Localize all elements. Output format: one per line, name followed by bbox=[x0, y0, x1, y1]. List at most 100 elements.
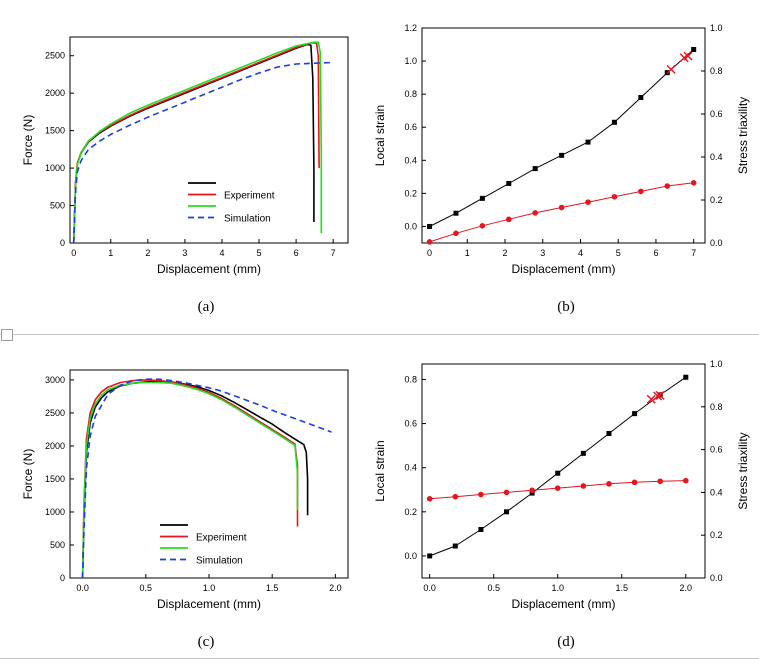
plot-area-a: 0 1 2 3 4 5 6 7 0 500 1000 1500 2000 2500 Displacement… bbox=[21, 36, 349, 276]
series-line-1 bbox=[72, 42, 320, 244]
plot-frame bbox=[421, 363, 706, 579]
x-tick-label: 1 bbox=[108, 248, 113, 258]
fracture-cross-marker bbox=[666, 64, 676, 74]
x-tick-label: 0 bbox=[427, 248, 432, 258]
y-tick-label: 1.0 bbox=[404, 56, 417, 66]
legend-label: Experiment bbox=[196, 533, 247, 544]
series-line-1 bbox=[81, 379, 299, 579]
fracture-cross-marker bbox=[646, 394, 656, 404]
plot-frame bbox=[69, 369, 349, 579]
x-tick-label: 7 bbox=[691, 248, 696, 258]
x-tick-label: 6 bbox=[294, 248, 299, 258]
y-tick-label: 2000 bbox=[45, 441, 65, 451]
series-line-2 bbox=[81, 381, 299, 579]
y-right-tick-label: 0.8 bbox=[710, 402, 723, 412]
series-point-circle bbox=[554, 485, 561, 491]
y-tick-label: 1000 bbox=[45, 507, 65, 517]
series-point-square bbox=[504, 509, 510, 515]
y-right-tick-label: 0.2 bbox=[710, 530, 723, 540]
y-tick-label: 0 bbox=[60, 238, 65, 248]
y-tick-label: 1.2 bbox=[404, 23, 417, 33]
x-tick-label: 3 bbox=[182, 248, 187, 258]
x-tick-label: 5 bbox=[616, 248, 621, 258]
caption-d: (d) bbox=[557, 634, 575, 650]
series-line-1 bbox=[429, 182, 694, 243]
series-point-circle bbox=[453, 230, 459, 237]
series-point-square bbox=[632, 411, 638, 417]
series-point-circle bbox=[682, 477, 689, 484]
x-tick-label: 7 bbox=[331, 248, 336, 258]
panel-a: 0 1 2 3 4 5 6 7 0 500 1000 1500 2000 2500 Displacement… bbox=[21, 36, 349, 315]
y-tick-label: 0.4 bbox=[404, 463, 417, 473]
x-axis-label: Displacement (mm) bbox=[157, 262, 261, 276]
series-point-circle bbox=[611, 193, 618, 200]
x-axis-label: Displacement (mm) bbox=[511, 262, 615, 276]
y-right-tick-label: 0.8 bbox=[710, 66, 723, 76]
y-right-tick-label: 0.4 bbox=[710, 487, 723, 497]
y-tick-label: 0 bbox=[60, 573, 65, 583]
y-right-tick-label: 1.0 bbox=[710, 23, 723, 33]
fracture-cross-marker bbox=[653, 391, 663, 401]
x-tick-label: 5 bbox=[257, 248, 262, 258]
y-right-tick-label: 0.0 bbox=[710, 573, 723, 583]
legend-label: Simulation bbox=[196, 556, 243, 567]
series-point-square bbox=[638, 94, 644, 100]
panel-d: 0.0 0.5 1.0 1.5 2.0 0.0 0.2 0.4 0.6 0.8 0.0 0.2 0.4 0… bbox=[373, 359, 750, 650]
series-point-circle bbox=[606, 481, 612, 487]
x-axis-label: Displacement (mm) bbox=[157, 597, 261, 611]
series-point-circle bbox=[505, 216, 512, 223]
x-tick-label: 1.0 bbox=[203, 583, 216, 593]
series-point-square bbox=[559, 152, 565, 158]
x-tick-label: 1.5 bbox=[616, 583, 629, 593]
y-tick-label: 0.6 bbox=[404, 122, 417, 132]
series-point-square bbox=[532, 166, 538, 172]
x-tick-label: 0 bbox=[71, 248, 76, 258]
series-point-square bbox=[606, 430, 612, 436]
y-right-tick-label: 0.6 bbox=[710, 445, 723, 455]
x-tick-label: 4 bbox=[219, 248, 224, 258]
series-point-square bbox=[427, 223, 433, 229]
series-point-circle bbox=[690, 180, 697, 186]
caption-a: (a) bbox=[198, 299, 215, 315]
y-tick-label: 0.8 bbox=[404, 89, 417, 99]
series-point-circle bbox=[657, 478, 663, 485]
series-point-circle bbox=[585, 199, 591, 205]
y-right-axis-label: Stress triaxility bbox=[736, 432, 750, 509]
x-axis-label: Displacement (mm) bbox=[511, 597, 615, 611]
plot-area-d: 0.0 0.5 1.0 1.5 2.0 0.0 0.2 0.4 0.6 0.8 0.0 0.2 0.4 0… bbox=[373, 359, 750, 611]
fracture-cross-marker bbox=[683, 51, 693, 61]
series-line-0 bbox=[72, 43, 315, 244]
series-point-square bbox=[580, 450, 586, 456]
y-axis-label: Local strain bbox=[373, 440, 387, 501]
x-tick-label: 2.0 bbox=[329, 583, 342, 593]
series-line-3 bbox=[81, 378, 332, 579]
panel-divider-top bbox=[0, 334, 759, 335]
series-point-square bbox=[453, 210, 459, 216]
panel-b: 0 1 2 3 4 5 6 7 0.0 0.2 0.4 0.6 0.8 1.0 1.2 0.0 0.2 0.4 0.… bbox=[373, 23, 750, 315]
series-point-square bbox=[691, 47, 697, 52]
series-point-square bbox=[478, 526, 484, 532]
series-point-circle bbox=[532, 210, 538, 216]
y-axis-label: Force (N) bbox=[21, 449, 35, 500]
y-tick-label: 3000 bbox=[45, 375, 65, 385]
series-point-square bbox=[611, 119, 617, 125]
y-tick-label: 2000 bbox=[45, 88, 65, 98]
y-tick-label: 1500 bbox=[45, 126, 65, 136]
y-tick-label: 1000 bbox=[45, 163, 65, 173]
y-tick-label: 1500 bbox=[45, 474, 65, 484]
series-point-circle bbox=[664, 183, 671, 189]
series-point-circle bbox=[631, 479, 638, 486]
x-tick-label: 2 bbox=[145, 248, 150, 258]
fracture-cross-marker bbox=[655, 390, 665, 400]
y-right-tick-label: 0.0 bbox=[710, 238, 723, 248]
series-point-circle bbox=[558, 204, 565, 211]
plot-frame bbox=[69, 36, 349, 244]
caption-b: (b) bbox=[557, 299, 575, 315]
handle-icon-top[interactable] bbox=[1, 329, 13, 341]
x-tick-label: 2.0 bbox=[680, 583, 693, 593]
series-point-square bbox=[555, 470, 561, 476]
y-tick-label: 0.2 bbox=[404, 507, 417, 517]
series-line-0 bbox=[429, 376, 687, 557]
series-point-circle bbox=[426, 239, 433, 245]
panel-c: 0.0 0.5 1.0 1.5 2.0 0 500 1000 1500 2000 2500 3000 D… bbox=[21, 369, 349, 650]
